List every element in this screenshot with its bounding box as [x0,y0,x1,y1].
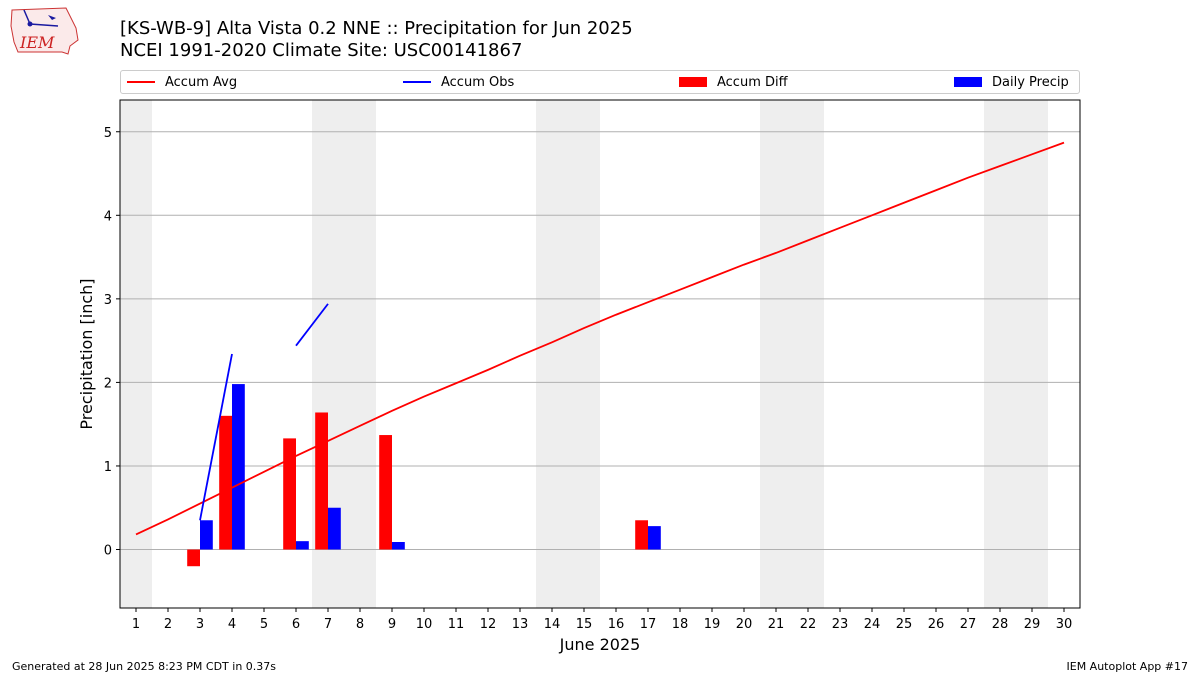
accum-diff-bar [219,415,232,550]
plot-frame [119,99,1081,609]
x-tick-label: 16 [608,617,625,632]
iem-logo: IEM [8,6,80,58]
legend-item-accum-diff: Accum Diff [679,74,788,90]
daily-precip-bar [296,541,309,550]
legend-swatch-accum-avg [127,81,155,83]
y-tick-label: 3 [104,293,112,308]
x-tick-label: 26 [928,617,945,632]
weekend-band [760,100,792,608]
weekend-band [568,100,600,608]
lines [135,141,1065,536]
x-tick-label: 17 [640,617,657,632]
x-tick-label: 27 [960,617,977,632]
y-tick-label: 0 [104,544,112,559]
x-tick-label: 12 [480,617,497,632]
accum-diff-bar [379,435,392,550]
legend-label-accum-obs: Accum Obs [441,74,515,90]
legend-item-accum-obs: Accum Obs [403,74,514,90]
x-axis-ticks: 1 2 3 4 5 6 7 8 9 10 11 12 13 14 15 16 17 18 19 20 21 22 23 24 2… [132,608,1072,632]
daily-precip-bar [232,384,245,550]
bars [187,384,661,567]
weekend-shading [120,100,1048,608]
x-tick-label: 2 [164,617,172,632]
x-tick-label: 29 [1024,617,1041,632]
footer-app: IEM Autoplot App #17 [1066,660,1189,673]
x-tick-label: 18 [672,617,689,632]
x-tick-label: 11 [448,617,465,632]
y-tick-label: 4 [104,209,112,224]
accum-avg-line [135,141,1065,536]
x-tick-label: 8 [356,617,364,632]
x-tick-label: 9 [388,617,396,632]
legend-label-accum-diff: Accum Diff [717,74,788,90]
legend-label-daily-precip: Daily Precip [992,74,1069,90]
x-tick-label: 23 [832,617,849,632]
legend-item-daily-precip: Daily Precip [954,74,1069,90]
weekend-band [120,100,152,608]
legend-swatch-accum-obs [403,81,431,83]
daily-precip-bar [200,520,213,550]
accum-diff-bar [635,520,648,550]
accum-diff-bar [283,438,296,550]
footer-generated: Generated at 28 Jun 2025 8:23 PM CDT in … [12,660,277,673]
y-tick-label: 2 [104,376,112,391]
x-tick-label: 1 [132,617,140,632]
daily-precip-bar [648,526,661,550]
x-tick-label: 25 [896,617,913,632]
x-axis-label: June 2025 [559,635,641,654]
x-tick-label: 3 [196,617,204,632]
y-axis-label: Precipitation [inch] [77,278,96,429]
weekend-band [984,100,1016,608]
legend-item-accum-avg: Accum Avg [127,74,237,90]
x-tick-label: 19 [704,617,721,632]
x-tick-label: 13 [512,617,529,632]
x-tick-label: 22 [800,617,817,632]
x-tick-label: 30 [1056,617,1073,632]
y-tick-label: 1 [104,460,112,475]
gridlines [120,131,1080,551]
daily-precip-bar [392,541,405,550]
weekend-band [536,100,568,608]
x-tick-label: 5 [260,617,268,632]
x-tick-label: 21 [768,617,785,632]
weekend-band [1016,100,1048,608]
x-tick-label: 4 [228,617,236,632]
legend-swatch-daily-precip [954,77,982,87]
daily-precip-bar [328,507,341,550]
weekend-band [344,100,376,608]
legend-label-accum-avg: Accum Avg [165,74,238,90]
x-tick-label: 10 [416,617,433,632]
x-tick-label: 20 [736,617,753,632]
accum-diff-bar [187,549,200,567]
title-line-2: NCEI 1991-2020 Climate Site: USC00141867 [120,40,523,61]
legend-swatch-accum-diff [679,77,707,87]
accum-obs-line [199,353,233,521]
x-tick-label: 6 [292,617,300,632]
accum-diff-bar [315,412,328,550]
y-tick-label: 5 [104,126,112,141]
x-tick-label: 24 [864,617,881,632]
x-tick-label: 14 [544,617,561,632]
chart-title: [KS-WB-9] Alta Vista 0.2 NNE :: Precipit… [120,18,633,62]
accum-obs-line [295,303,329,347]
chart-legend: Accum Avg Accum Obs Accum Diff Daily Pre… [120,70,1080,94]
svg-text:IEM: IEM [19,33,55,52]
title-line-1: [KS-WB-9] Alta Vista 0.2 NNE :: Precipit… [120,18,633,39]
x-tick-label: 28 [992,617,1009,632]
weekend-band [792,100,824,608]
x-tick-label: 15 [576,617,593,632]
x-tick-label: 7 [324,617,332,632]
y-axis-ticks: 0 1 2 3 4 5 [104,126,120,559]
